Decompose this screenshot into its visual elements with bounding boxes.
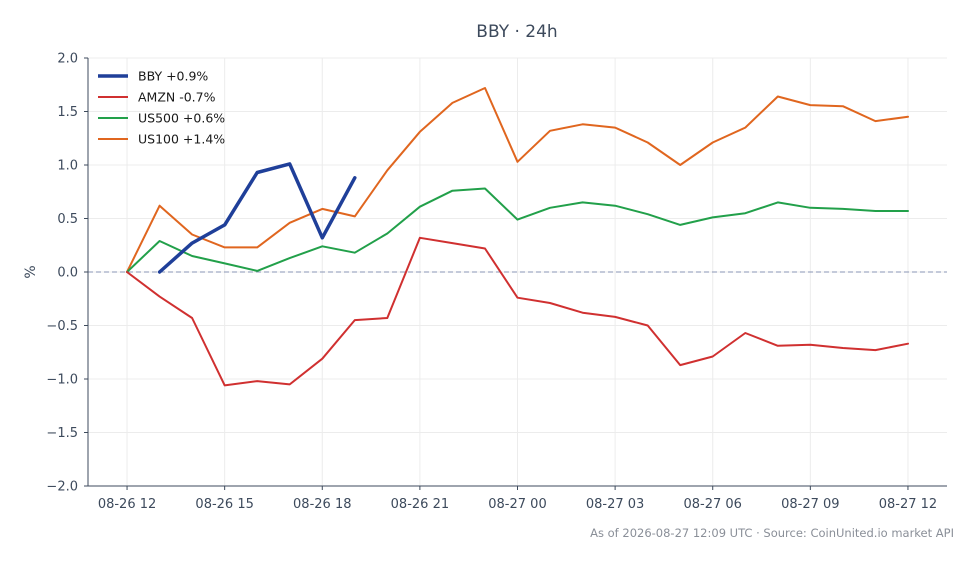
- legend-label-us100: US100 +1.4%: [138, 132, 225, 147]
- ticks: 2.0 1.5 1.0 0.5 0.0 −0.5 −1.0 −1.5 −2.0 08-26 12 0…: [46, 52, 937, 513]
- series-line-us500: [126, 187, 909, 273]
- legend-label-bby: BBY +0.9%: [138, 69, 208, 84]
- x-tick-label: 08-26 21: [391, 497, 449, 512]
- chart-title: BBY · 24h: [476, 22, 557, 42]
- series-line-amzn: [126, 236, 909, 387]
- y-tick-label: 0.0: [57, 266, 78, 281]
- x-tick-label: 08-26 15: [195, 497, 253, 512]
- y-tick-label: 0.5: [57, 212, 78, 227]
- series-group: [126, 87, 909, 387]
- y-axis-label: %: [23, 265, 39, 278]
- y-tick-label: −2.0: [46, 480, 78, 495]
- y-tick-label: 1.5: [57, 105, 78, 120]
- x-tick-label: 08-26 18: [293, 497, 351, 512]
- y-tick-label: −0.5: [46, 319, 78, 334]
- y-tick-label: 1.0: [57, 159, 78, 174]
- x-tick-label: 08-27 12: [879, 497, 937, 512]
- y-tick-label: 2.0: [57, 52, 78, 67]
- y-tick-label: −1.5: [46, 426, 78, 441]
- legend-label-us500: US500 +0.6%: [138, 111, 225, 126]
- x-tick-label: 08-26 12: [98, 497, 156, 512]
- legend-label-amzn: AMZN -0.7%: [138, 90, 216, 105]
- x-tick-label: 08-27 03: [586, 497, 644, 512]
- series-line-us100: [126, 87, 909, 273]
- y-tick-label: −1.0: [46, 373, 78, 388]
- x-tick-label: 08-27 09: [781, 497, 839, 512]
- x-tick-label: 08-27 00: [488, 497, 546, 512]
- footer-source: As of 2026-08-27 12:09 UTC · Source: Coi…: [590, 526, 954, 540]
- legend[interactable]: BBY +0.9% AMZN -0.7% US500 +0.6% US100 +1.4…: [98, 69, 225, 147]
- series-line-bby: [157, 162, 357, 274]
- x-tick-label: 08-27 06: [684, 497, 742, 512]
